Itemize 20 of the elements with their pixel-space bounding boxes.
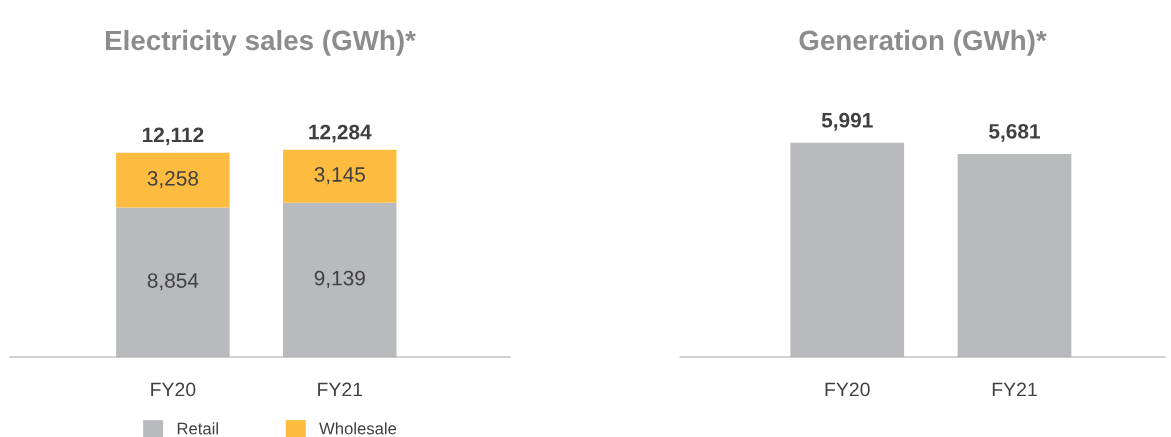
bar	[283, 202, 397, 357]
bar	[116, 207, 230, 357]
data-label: 3,145	[314, 167, 365, 185]
legend-label: Wholesale	[319, 422, 397, 435]
data-label: 5,681	[989, 123, 1040, 142]
total-label: 12,112	[142, 127, 204, 146]
x-tick-label: FY21	[992, 382, 1037, 397]
data-label: 9,139	[314, 270, 365, 288]
data-label: 5,991	[821, 112, 873, 131]
x-tick-label: FY21	[318, 382, 363, 397]
legend-label: Retail	[177, 422, 218, 435]
bar	[283, 149, 397, 203]
data-label: 3,258	[147, 170, 199, 189]
chart-title: Generation (GWh)*	[799, 29, 1047, 56]
bar	[116, 152, 230, 208]
x-tick-label: FY20	[151, 382, 196, 397]
chart-title: Electricity sales (GWh)*	[105, 29, 416, 56]
data-label: 8,854	[147, 273, 199, 291]
total-label: 12,284	[309, 124, 372, 143]
x-tick-label: FY20	[825, 382, 870, 397]
